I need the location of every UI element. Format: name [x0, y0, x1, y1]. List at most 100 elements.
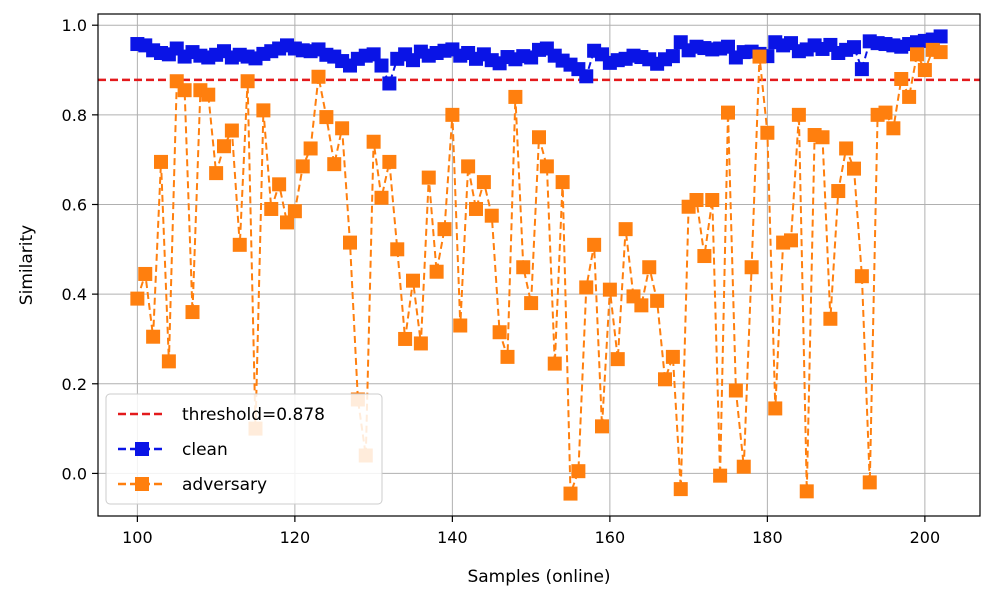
adversary-point [453, 318, 468, 333]
legend-clean-label: clean [182, 440, 228, 460]
adversary-point [839, 141, 854, 156]
clean-point [721, 39, 735, 54]
y-tick-label: 1.0 [62, 16, 87, 35]
legend-box [105, 393, 383, 505]
adversary-point [287, 204, 302, 219]
y-tick-label: 0.0 [62, 464, 87, 483]
adversary-point [539, 159, 554, 174]
adversary-point [280, 215, 294, 230]
adversary-point [303, 141, 318, 156]
adversary-point [665, 349, 680, 364]
adversary-point [831, 184, 846, 199]
adversary-point [224, 123, 239, 138]
adversary-point [736, 459, 751, 474]
adversary-point [390, 242, 405, 257]
adversary-point [138, 266, 153, 281]
clean-point [933, 29, 948, 44]
clean-point [665, 49, 680, 64]
adversary-point [791, 107, 806, 122]
adversary-point [374, 190, 389, 205]
adversary-point [469, 201, 483, 216]
adversary-point [437, 222, 452, 237]
legend-adversary-label: adversary [182, 475, 267, 495]
grid [98, 14, 980, 516]
adversary-point [705, 193, 720, 208]
adversary-point [484, 208, 499, 223]
adversary-point [382, 154, 397, 169]
adversary-point [689, 193, 704, 208]
adversary-point [366, 134, 381, 149]
adversary-point [524, 296, 539, 311]
adversary-point [799, 484, 814, 499]
adversary-point [571, 464, 586, 479]
adversary-point [209, 166, 224, 181]
adversary-point [886, 121, 901, 136]
adversary-point [154, 154, 168, 169]
adversary-point [721, 105, 735, 120]
clean-point [579, 69, 594, 84]
legend-threshold-label: threshold=0.878 [182, 405, 325, 425]
adversary-point [902, 89, 917, 104]
clean-point [366, 47, 381, 62]
adversary-point [335, 121, 350, 136]
adversary-point [697, 249, 712, 264]
adversary-point [461, 159, 476, 174]
adversary-point [587, 237, 602, 252]
adversary-point [232, 237, 247, 252]
adversary-point [854, 269, 869, 284]
y-tick-label: 0.2 [62, 375, 87, 394]
adversary-series [130, 42, 948, 501]
x-tick-label: 200 [910, 528, 941, 547]
adversary-point [421, 170, 436, 185]
adversary-point [760, 125, 775, 140]
x-tick-label: 120 [280, 528, 311, 547]
adversary-point [917, 63, 932, 78]
adversary-point [445, 107, 460, 122]
clean-point [382, 76, 397, 91]
adversary-point [327, 157, 342, 172]
clean-point [847, 40, 861, 55]
adversary-point [728, 383, 743, 398]
adversary-point [406, 273, 420, 288]
adversary-point [185, 305, 200, 320]
adversary-point [815, 130, 830, 145]
adversary-point [256, 103, 271, 118]
clean-point [854, 62, 869, 77]
legend: threshold=0.878 clean adversary [105, 393, 383, 505]
adversary-point [579, 280, 594, 295]
adversary-point [177, 83, 192, 98]
x-tick-label: 100 [122, 528, 153, 547]
adversary-point [272, 177, 287, 192]
adversary-point [508, 89, 523, 104]
adversary-point [862, 475, 877, 490]
adversary-point [847, 161, 861, 176]
x-tick-label: 140 [437, 528, 468, 547]
adversary-point [217, 139, 231, 154]
adversary-point [634, 298, 649, 313]
adversary-point [295, 159, 310, 174]
adversary-point [673, 482, 688, 497]
x-axis-title: Samples (online) [467, 567, 610, 587]
x-tick-label: 180 [752, 528, 783, 547]
adversary-point [555, 175, 570, 190]
adversary-point [492, 325, 507, 340]
legend-adversary-marker [135, 477, 149, 491]
adversary-point [547, 356, 562, 371]
adversary-point [413, 336, 428, 351]
y-axis-title: Similarity [17, 225, 37, 305]
adversary-point [500, 349, 515, 364]
adversary-point [618, 222, 633, 237]
adversary-point [532, 130, 546, 145]
adversary-point [610, 352, 625, 367]
adversary-point [768, 401, 783, 416]
y-tick-label: 0.6 [62, 195, 87, 214]
adversary-point [744, 260, 759, 275]
adversary-point [894, 71, 909, 86]
adversary-point [784, 233, 798, 248]
adversary-point [161, 354, 176, 369]
clean-point [374, 58, 389, 73]
adversary-point [130, 291, 145, 306]
adversary-point [146, 329, 161, 344]
adversary-point [823, 311, 838, 326]
adversary-point [311, 69, 326, 84]
